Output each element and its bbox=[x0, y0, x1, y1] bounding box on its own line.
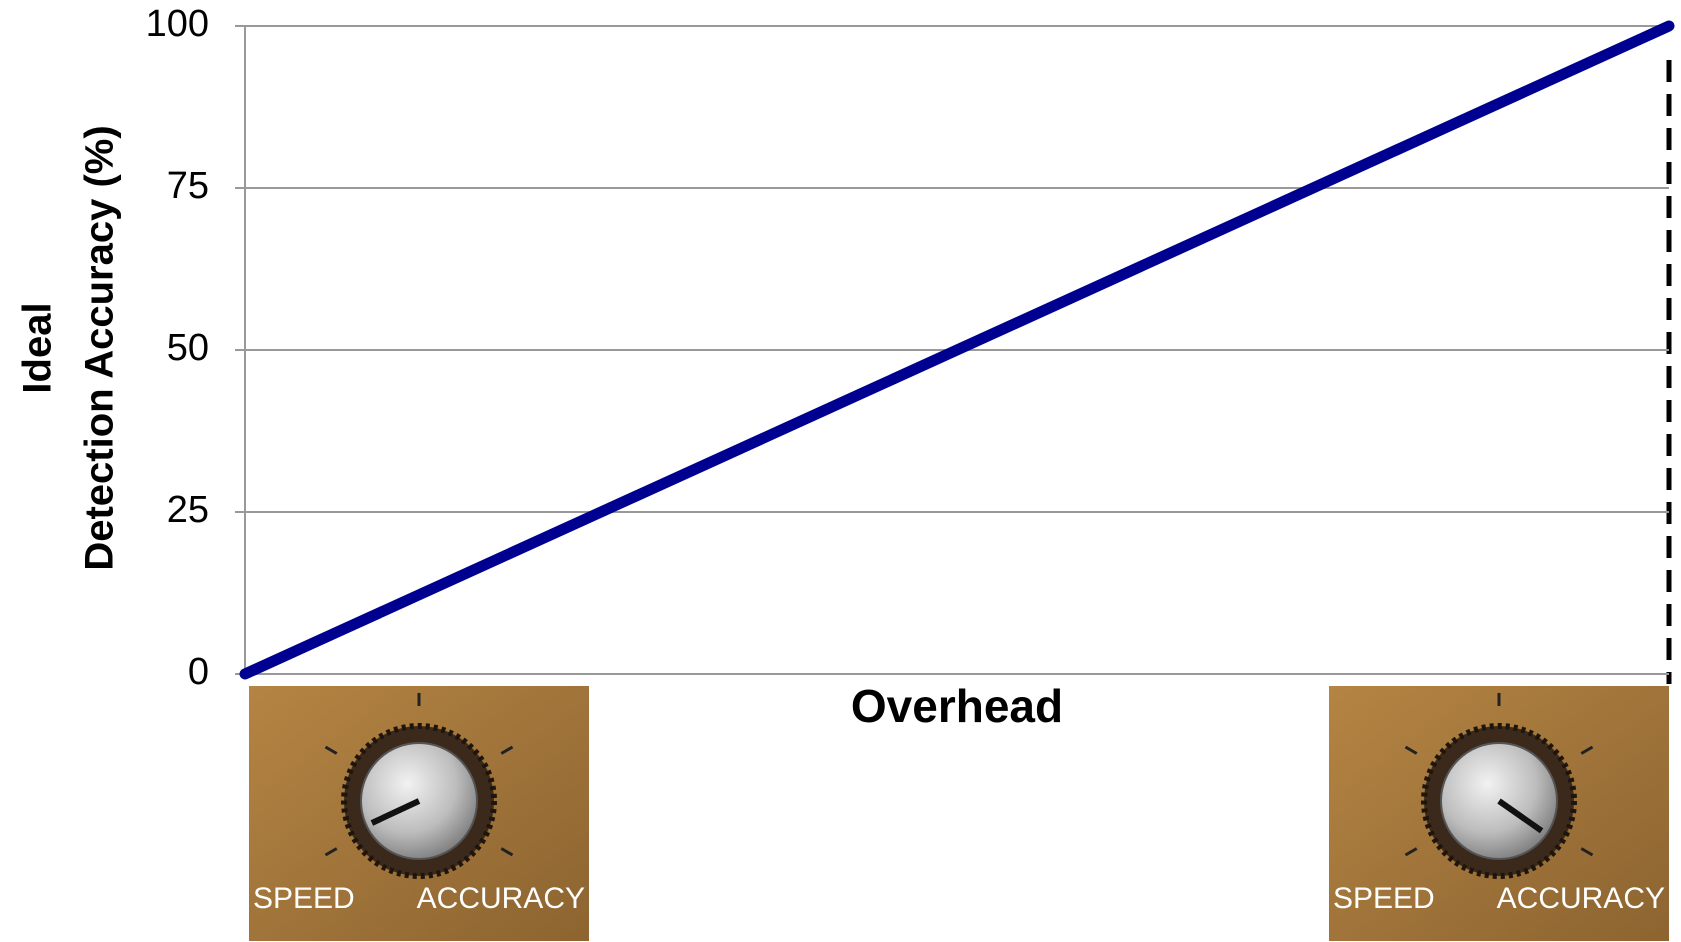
dial-tick bbox=[1580, 847, 1594, 857]
dial-tick bbox=[1404, 847, 1418, 857]
knob-image: SPEED ACCURACY bbox=[1329, 686, 1669, 941]
dial-tick bbox=[324, 745, 338, 755]
y-tick-label: 25 bbox=[167, 489, 209, 531]
y-axis-title: Ideal bbox=[16, 302, 60, 393]
y-axis-title: Detection Accuracy (%) bbox=[78, 125, 122, 570]
dial-tick bbox=[500, 847, 514, 857]
dial-tick bbox=[324, 847, 338, 857]
knob-image: SPEED ACCURACY bbox=[249, 686, 589, 941]
y-tick-label: 50 bbox=[167, 327, 209, 369]
knob-label: ACCURACY bbox=[417, 882, 585, 915]
dial-tick bbox=[500, 745, 514, 755]
knob-label: SPEED bbox=[1333, 882, 1435, 915]
y-tick-label: 75 bbox=[167, 165, 209, 207]
knob-label: SPEED bbox=[253, 882, 355, 915]
y-tick-label: 0 bbox=[188, 651, 209, 693]
data-line bbox=[239, 20, 1675, 680]
knob-pointer bbox=[1497, 798, 1544, 834]
knob-label: ACCURACY bbox=[1497, 882, 1665, 915]
dial-tick bbox=[1580, 745, 1594, 755]
x-axis-title: Overhead bbox=[851, 680, 1063, 732]
dial-tick bbox=[1404, 745, 1418, 755]
y-tick-label: 100 bbox=[146, 3, 209, 45]
knob-pointer bbox=[370, 798, 421, 826]
